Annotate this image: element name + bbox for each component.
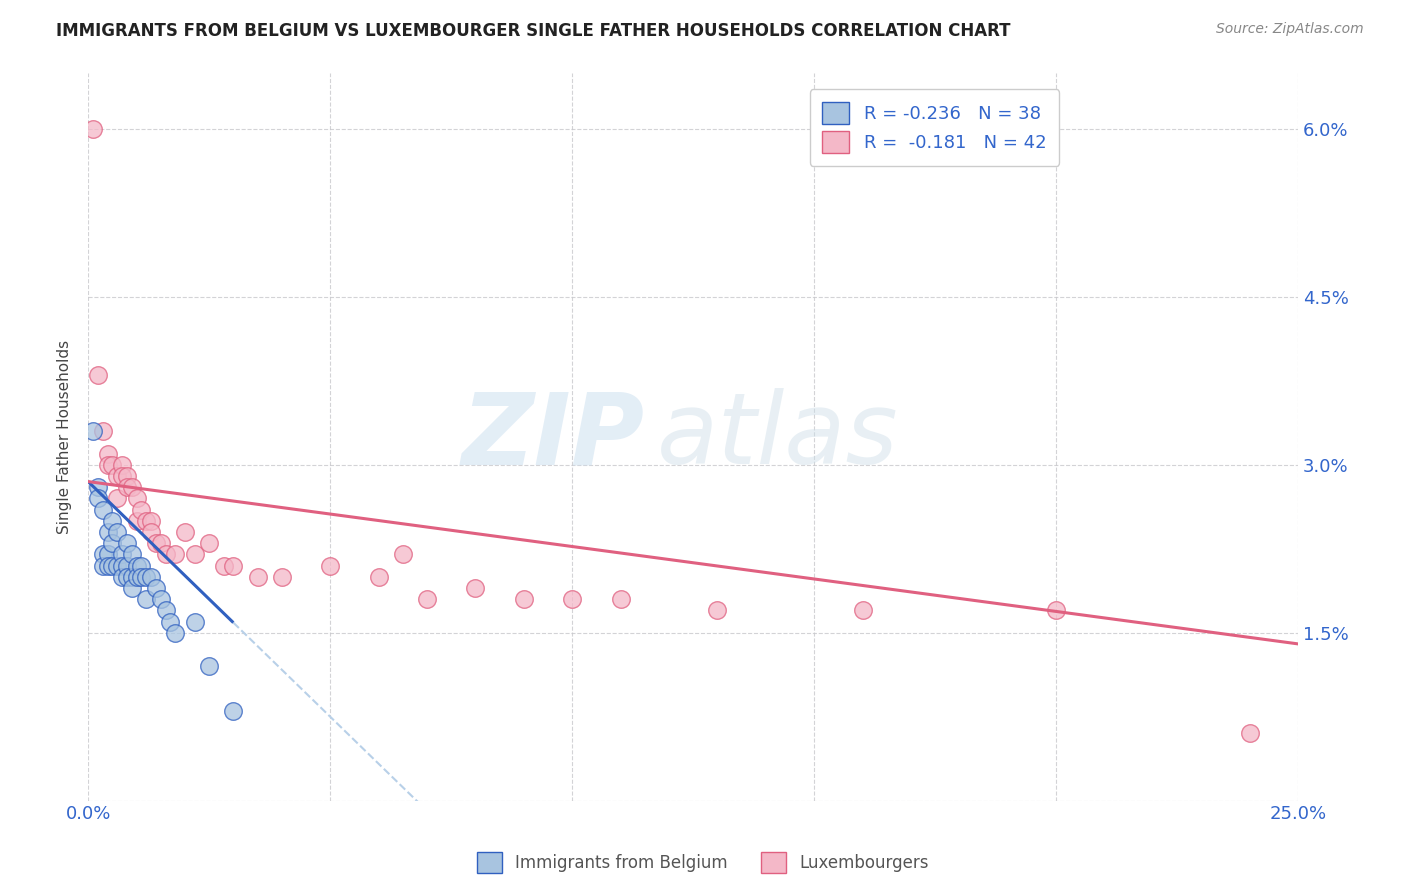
Point (121, 547, 143, 561)
Point (159, 615, 181, 629)
Legend: R = -0.236   N = 38, R =  -0.181   N = 42: R = -0.236 N = 38, R = -0.181 N = 42 (810, 89, 1059, 166)
Point (115, 558, 138, 573)
Point (125, 491, 148, 506)
Point (1045, 603, 1067, 617)
Point (155, 603, 177, 617)
Point (96, 547, 118, 561)
Legend: Immigrants from Belgium, Luxembourgers: Immigrants from Belgium, Luxembourgers (470, 846, 936, 880)
Point (91, 424, 114, 438)
Point (82, 122, 104, 136)
Point (101, 514, 124, 528)
Point (145, 581, 167, 595)
Point (111, 458, 134, 472)
Point (91, 558, 114, 573)
Point (165, 547, 187, 561)
Point (101, 458, 124, 472)
Point (222, 704, 245, 718)
Point (706, 603, 728, 617)
Point (367, 570, 389, 584)
Point (111, 558, 134, 573)
Text: IMMIGRANTS FROM BELGIUM VS LUXEMBOURGER SINGLE FATHER HOUSEHOLDS CORRELATION CHA: IMMIGRANTS FROM BELGIUM VS LUXEMBOURGER … (56, 22, 1011, 40)
Point (609, 592, 631, 607)
Point (183, 615, 205, 629)
Point (105, 558, 128, 573)
Point (131, 558, 153, 573)
Text: atlas: atlas (657, 388, 898, 485)
Point (121, 570, 143, 584)
Point (115, 480, 138, 494)
Point (319, 558, 342, 573)
Point (212, 558, 235, 573)
Text: Source: ZipAtlas.com: Source: ZipAtlas.com (1216, 22, 1364, 37)
Point (183, 547, 205, 561)
Point (165, 625, 187, 640)
Point (1239, 726, 1261, 740)
Point (135, 570, 157, 584)
Point (91, 502, 114, 516)
Point (115, 536, 138, 550)
Point (246, 570, 269, 584)
Point (121, 480, 143, 494)
Point (145, 536, 167, 550)
Point (416, 592, 439, 607)
Point (87, 480, 110, 494)
Point (96, 458, 118, 472)
Point (131, 570, 153, 584)
Point (101, 558, 124, 573)
Point (96, 524, 118, 539)
Point (96, 558, 118, 573)
Point (111, 469, 134, 483)
Point (851, 603, 873, 617)
Point (105, 469, 128, 483)
Point (198, 659, 221, 673)
Point (135, 592, 157, 607)
Point (149, 592, 172, 607)
Point (82, 424, 104, 438)
Point (139, 514, 162, 528)
Point (125, 570, 148, 584)
Point (131, 502, 153, 516)
Point (464, 581, 486, 595)
Point (111, 570, 134, 584)
Point (135, 514, 157, 528)
Point (561, 592, 583, 607)
Point (125, 558, 148, 573)
Point (512, 592, 534, 607)
Point (139, 570, 162, 584)
Point (222, 558, 245, 573)
Point (198, 536, 221, 550)
Point (87, 368, 110, 383)
Point (391, 547, 413, 561)
Point (174, 524, 197, 539)
Point (91, 547, 114, 561)
Point (96, 447, 118, 461)
Point (111, 547, 134, 561)
Point (139, 524, 162, 539)
Point (115, 469, 138, 483)
Point (149, 536, 172, 550)
Point (155, 547, 177, 561)
Point (125, 514, 148, 528)
Point (121, 581, 143, 595)
Y-axis label: Single Father Households: Single Father Households (58, 340, 72, 533)
Point (270, 570, 292, 584)
Point (105, 524, 128, 539)
Point (87, 491, 110, 506)
Point (115, 570, 138, 584)
Point (101, 536, 124, 550)
Point (105, 491, 128, 506)
Text: ZIP: ZIP (461, 388, 645, 485)
